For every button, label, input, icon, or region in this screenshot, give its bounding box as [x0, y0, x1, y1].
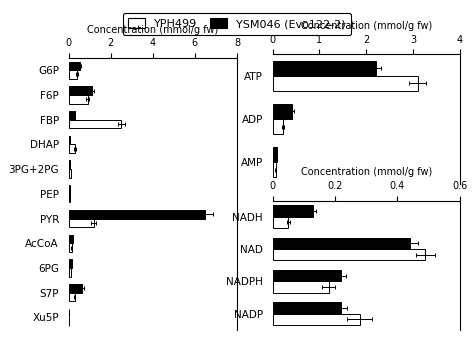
Bar [69, 210, 205, 219]
Bar [69, 136, 70, 144]
Bar [69, 70, 77, 79]
Bar [273, 270, 341, 282]
Bar [69, 111, 74, 120]
Bar [69, 259, 72, 268]
Bar [69, 219, 94, 227]
X-axis label: Concentration (mmol/g fw): Concentration (mmol/g fw) [301, 167, 432, 177]
Bar [273, 205, 313, 217]
Bar [273, 249, 426, 260]
X-axis label: Concentration (mmol/g fw): Concentration (mmol/g fw) [301, 21, 432, 31]
Bar [273, 217, 288, 228]
Bar [273, 302, 341, 314]
Bar [69, 268, 71, 277]
Bar [69, 86, 92, 95]
Bar [69, 62, 80, 70]
Bar [273, 119, 283, 134]
Bar [69, 95, 88, 104]
Bar [69, 120, 121, 128]
Legend: YPH499, YSM046 (Evo122-2): YPH499, YSM046 (Evo122-2) [123, 13, 351, 35]
Bar [69, 194, 70, 202]
Bar [69, 185, 70, 194]
Bar [273, 238, 410, 249]
Bar [273, 61, 375, 76]
X-axis label: Concentration (mmol/g fw): Concentration (mmol/g fw) [87, 24, 219, 35]
Bar [69, 243, 72, 252]
Bar [69, 169, 71, 178]
Bar [69, 293, 74, 301]
Bar [69, 144, 75, 153]
Bar [273, 162, 276, 177]
Bar [273, 147, 277, 162]
Bar [273, 104, 292, 119]
Bar [69, 235, 73, 243]
Bar [69, 284, 82, 293]
Bar [273, 281, 328, 293]
Bar [69, 160, 70, 169]
Bar [273, 76, 418, 91]
Bar [273, 313, 360, 325]
